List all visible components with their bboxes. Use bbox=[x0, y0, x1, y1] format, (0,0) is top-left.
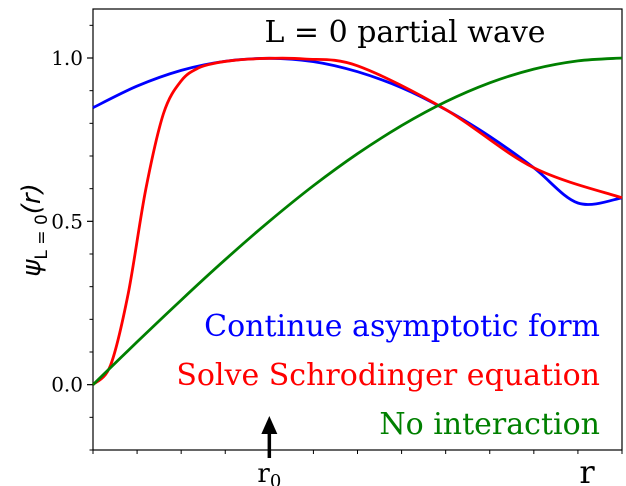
legend-entry-0: Continue asymptotic form bbox=[204, 309, 600, 344]
chart-title: L = 0 partial wave bbox=[264, 15, 545, 50]
axes bbox=[87, 8, 623, 458]
series-group bbox=[91, 56, 623, 386]
y-axis-label: ψL = 0(r) bbox=[17, 183, 52, 276]
y-tick-label-1: 0.5 bbox=[51, 209, 83, 233]
labels-group: 0.0 0.5 1.0 L = 0 partial wave ψL = 0(r) r r0 C… bbox=[17, 15, 600, 486]
series-line-1 bbox=[91, 56, 623, 386]
series-line-0 bbox=[92, 56, 623, 206]
y-tick-label-0: 0.0 bbox=[51, 373, 83, 397]
legend-entry-2: No interaction bbox=[379, 407, 600, 442]
legend-entry-1: Solve Schrodinger equation bbox=[176, 358, 600, 393]
x-axis-label: r bbox=[579, 453, 595, 486]
r0-arrow-head bbox=[261, 416, 278, 434]
r0-label: r0 bbox=[257, 459, 281, 486]
y-tick-label-2: 1.0 bbox=[51, 46, 83, 70]
series-line-2 bbox=[92, 56, 623, 386]
